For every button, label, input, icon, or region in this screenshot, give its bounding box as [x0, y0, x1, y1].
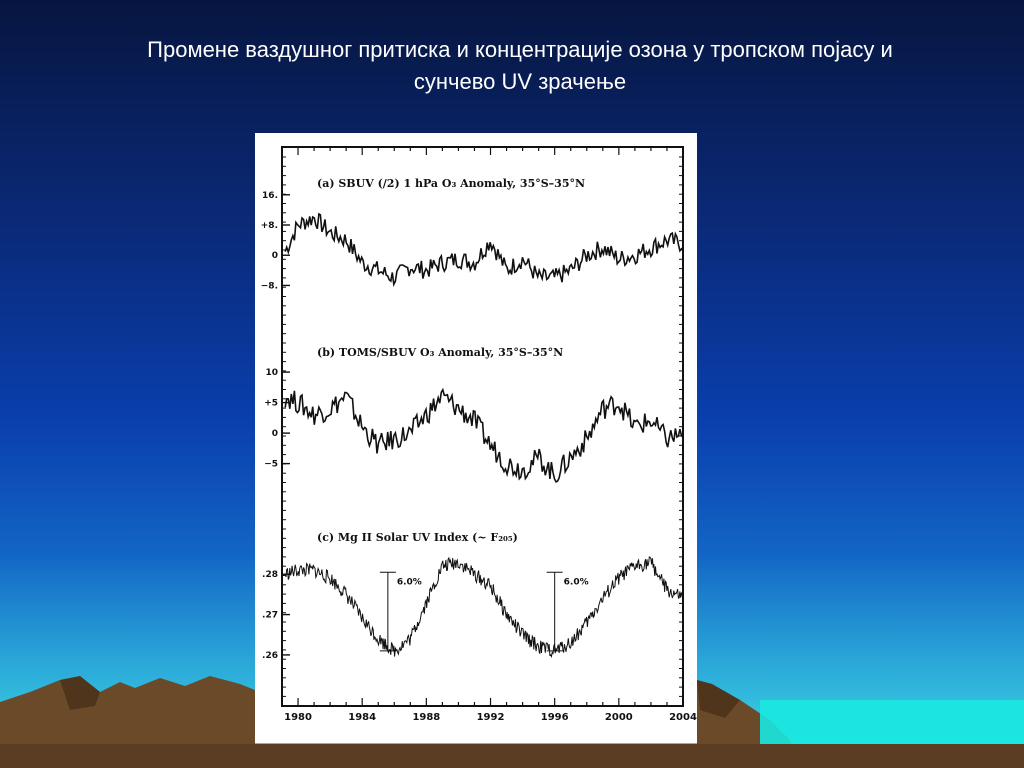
x-tick-label: 1988: [412, 712, 440, 723]
y-tick-label: +8.: [261, 221, 278, 231]
x-tick-label: 1984: [348, 712, 376, 723]
series-line-1: [284, 212, 684, 288]
x-tick-label: 1980: [284, 712, 312, 723]
y-tick-label: .27: [262, 611, 278, 621]
annotation-label: 6.0%: [564, 577, 589, 587]
annotation-label: 6.0%: [397, 577, 422, 587]
mountain-ridge-right: [697, 680, 740, 718]
slide-title: Промене ваздушног притиска и концентраци…: [30, 34, 1010, 98]
x-tick-label: 1992: [477, 712, 505, 723]
series-line-2: [284, 387, 684, 483]
slide-title-line1: Промене ваздушног притиска и концентраци…: [147, 37, 893, 62]
ozone-chart: 1980 1984 1988 1992 1996 2000 2004 (a) SBUV (/2…: [261, 146, 697, 723]
y-tick-label: 0: [272, 429, 278, 439]
sea: [760, 700, 1024, 744]
mountain-landscape: [0, 676, 1024, 768]
panel-title-2: (b) TOMS/SBUV O₃ Anomaly, 35°S–35°N: [317, 346, 563, 359]
x-tick-label: 2000: [605, 712, 633, 723]
series-line-3: [284, 556, 684, 659]
y-tick-label: +5: [264, 399, 278, 409]
y-tick-label: .28: [262, 570, 278, 580]
y-tick-label: 10: [265, 368, 278, 378]
panel-title-3: (c) Mg II Solar UV Index (~ F₂₀₅): [317, 531, 518, 544]
ozone-figure: 1980 1984 1988 1992 1996 2000 2004 (a) SBUV (/2…: [255, 133, 697, 743]
y-tick-label: −5: [264, 460, 278, 470]
y-tick-label: .26: [262, 651, 278, 661]
y-tick-label: −8.: [261, 281, 278, 291]
y-tick-label: 0: [272, 251, 278, 261]
x-tick-label: 2004: [669, 712, 697, 723]
panel-title-1: (a) SBUV (/2) 1 hPa O₃ Anomaly, 35°S–35°…: [317, 177, 585, 190]
y-tick-label: 16.: [262, 191, 278, 201]
slide-title-line2: сунчево UV зрачење: [413, 69, 627, 94]
x-tick-label: 1996: [541, 712, 569, 723]
ground: [0, 744, 1024, 768]
mountain-ridge-left: [60, 676, 100, 710]
